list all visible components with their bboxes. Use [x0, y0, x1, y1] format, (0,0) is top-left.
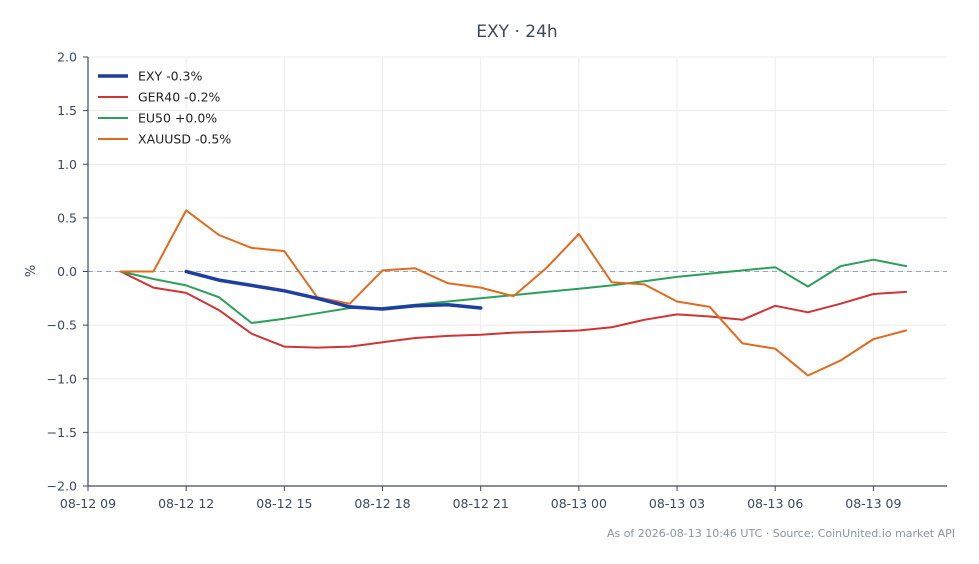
- legend-label: EU50 +0.0%: [138, 111, 217, 126]
- y-tick-label: 1.0: [57, 157, 77, 172]
- x-tick-label: 08-12 09: [60, 496, 116, 511]
- y-ticks: −2.0 −1.5 −1.0 −0.5 0.0 0.5 1.0 1.5 2.0: [47, 50, 88, 494]
- chart-title: EXY · 24h: [476, 22, 557, 42]
- y-tick-label: −0.5: [47, 318, 77, 333]
- y-tick-label: −1.5: [47, 425, 77, 440]
- y-tick-label: −2.0: [47, 479, 77, 494]
- x-tick-label: 08-12 15: [256, 496, 312, 511]
- legend-label: GER40 -0.2%: [138, 90, 221, 105]
- series-line-2: [119, 258, 908, 324]
- series-line-1: [119, 270, 908, 349]
- x-tick-label: 08-13 09: [845, 496, 901, 511]
- legend-label: XAUUSD -0.5%: [138, 132, 231, 147]
- x-tick-label: 08-13 06: [747, 496, 803, 511]
- series-line-3: [119, 209, 908, 377]
- series-line-0: [184, 269, 483, 311]
- x-tick-label: 08-12 12: [158, 496, 214, 511]
- y-tick-label: 0.0: [57, 264, 77, 279]
- series-lines: [119, 209, 908, 377]
- legend: EXY -0.3% GER40 -0.2% EU50 +0.0% XAUUSD -0.…: [98, 69, 231, 147]
- legend-label: EXY -0.3%: [138, 69, 202, 84]
- x-tick-label: 08-13 00: [551, 496, 607, 511]
- y-tick-label: 1.5: [57, 103, 77, 118]
- footer-source-note: As of 2026-08-13 10:46 UTC · Source: Coi…: [607, 527, 955, 540]
- x-tick-label: 08-12 18: [354, 496, 410, 511]
- x-tick-label: 08-12 21: [453, 496, 509, 511]
- y-tick-label: 2.0: [57, 50, 77, 65]
- y-tick-label: 0.5: [57, 210, 77, 225]
- x-ticks: 08-12 09 08-12 12 08-12 15 08-12 18 08-12 21…: [60, 486, 902, 511]
- y-tick-label: −1.0: [47, 371, 77, 386]
- y-axis-label: %: [24, 265, 39, 277]
- x-tick-label: 08-13 03: [649, 496, 705, 511]
